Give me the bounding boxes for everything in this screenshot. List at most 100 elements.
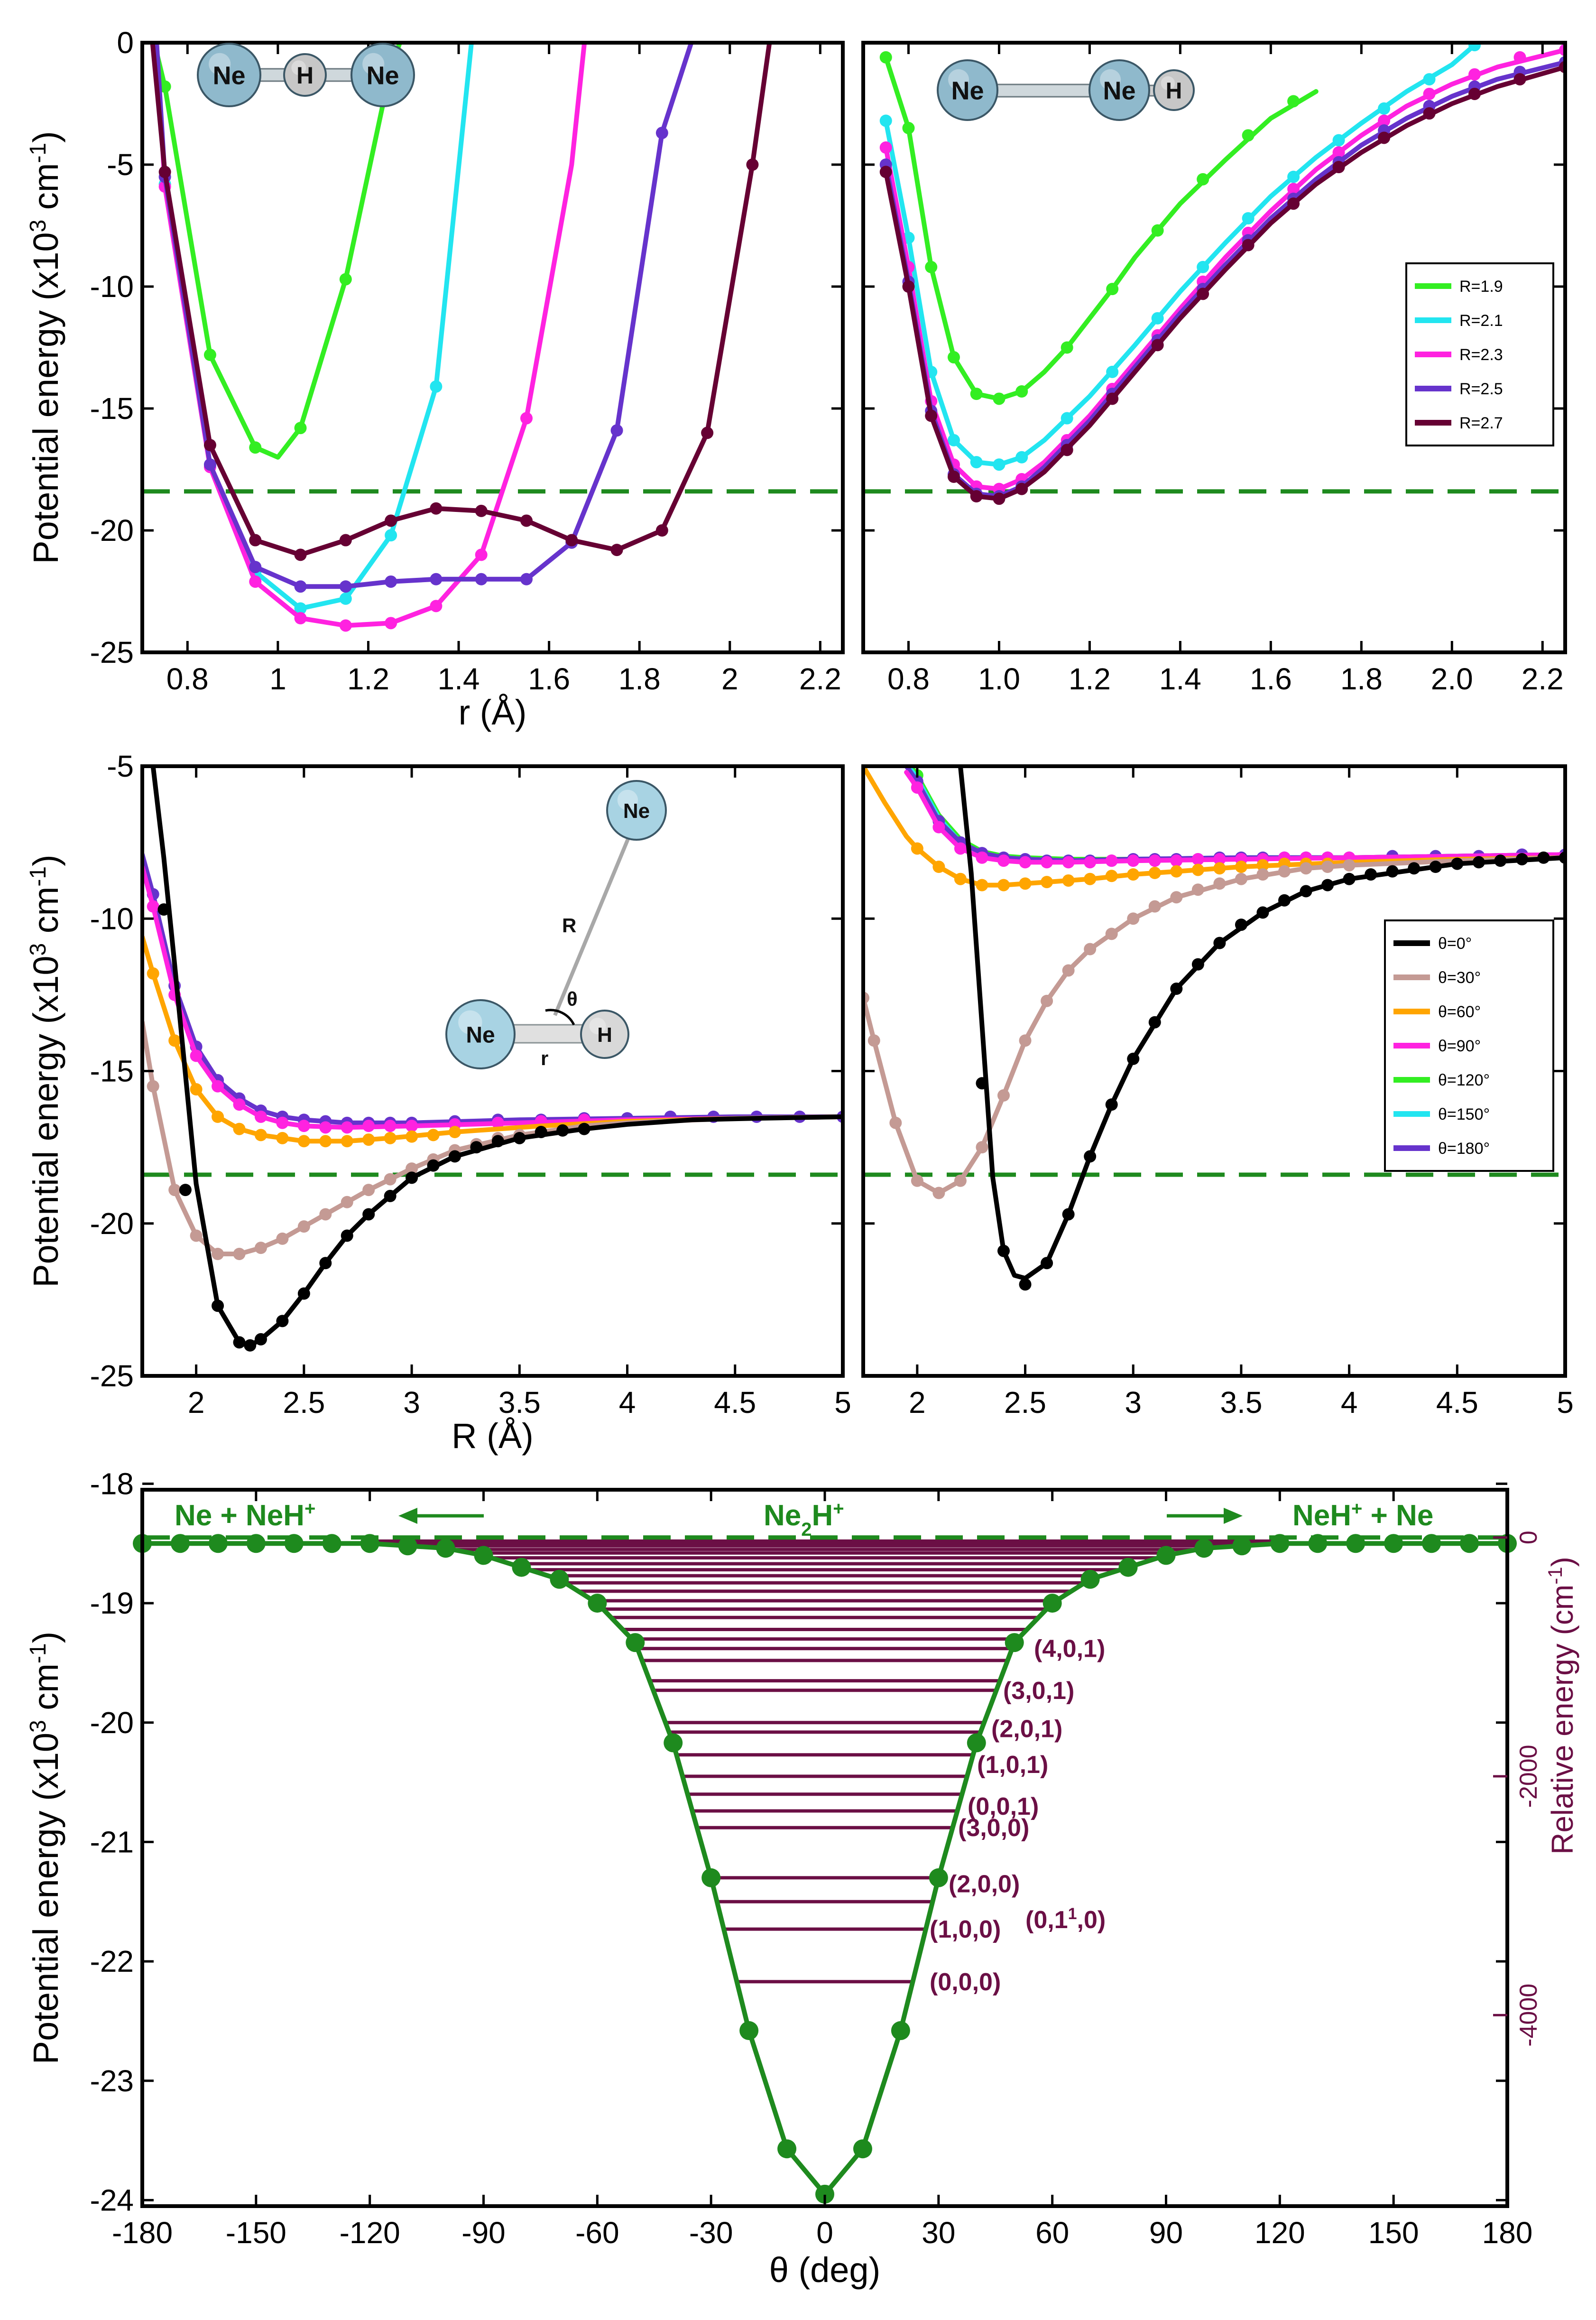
data-point bbox=[430, 573, 443, 585]
data-point bbox=[1346, 1534, 1365, 1553]
data-point bbox=[384, 1120, 397, 1132]
y-tick-label: 0 bbox=[117, 26, 134, 60]
data-point bbox=[1242, 239, 1255, 251]
data-point bbox=[1451, 857, 1464, 870]
data-point bbox=[1041, 876, 1053, 889]
data-point bbox=[339, 592, 352, 605]
data-point bbox=[947, 351, 960, 364]
data-point bbox=[297, 1135, 310, 1148]
data-point bbox=[297, 1120, 310, 1132]
data-point bbox=[588, 1594, 607, 1613]
data-point bbox=[993, 458, 1006, 471]
legend-label: R=2.7 bbox=[1459, 414, 1503, 432]
mol-atom-3-label: Ne bbox=[366, 61, 399, 90]
data-point bbox=[565, 534, 578, 547]
data-point bbox=[385, 529, 397, 542]
y-tick-label: -21 bbox=[90, 1825, 134, 1859]
data-point bbox=[276, 1315, 289, 1327]
x-tick-label: 3.5 bbox=[498, 1385, 541, 1420]
x-tick-label: 2.5 bbox=[1004, 1385, 1046, 1420]
data-point bbox=[475, 504, 488, 517]
data-point bbox=[1118, 1558, 1138, 1577]
data-point bbox=[190, 1229, 203, 1242]
data-point bbox=[1191, 883, 1204, 896]
data-point bbox=[1042, 1594, 1062, 1613]
data-point bbox=[362, 1133, 375, 1146]
mol-atom-2-label: H bbox=[597, 1023, 612, 1047]
x-tick-label: 90 bbox=[1149, 2216, 1183, 2250]
data-point bbox=[746, 158, 759, 171]
data-point bbox=[1061, 412, 1073, 425]
data-point bbox=[1308, 1534, 1328, 1553]
level-label: (1,0,1) bbox=[977, 1751, 1048, 1779]
data-point bbox=[664, 1733, 683, 1753]
data-point bbox=[1213, 937, 1226, 949]
data-point bbox=[1197, 173, 1209, 186]
data-point bbox=[1015, 385, 1028, 398]
data-point bbox=[932, 861, 945, 873]
data-point bbox=[475, 573, 488, 585]
data-point bbox=[360, 1534, 379, 1553]
data-point bbox=[1156, 1546, 1176, 1565]
data-point bbox=[578, 1123, 590, 1135]
data-point bbox=[1378, 102, 1391, 115]
mol-atom-2-label: H bbox=[296, 62, 314, 89]
mol-atom-3-atom bbox=[351, 43, 415, 107]
data-point bbox=[967, 1733, 986, 1753]
data-point bbox=[341, 1229, 353, 1242]
data-point bbox=[520, 412, 533, 425]
series-line-R=2.7 bbox=[150, 43, 772, 557]
data-point bbox=[362, 1208, 375, 1221]
x-tick-label: 1.6 bbox=[528, 662, 570, 696]
data-point bbox=[997, 854, 1010, 867]
data-point bbox=[1321, 861, 1334, 873]
data-point bbox=[1343, 859, 1356, 872]
data-point bbox=[208, 1534, 228, 1553]
x-tick-label: -150 bbox=[226, 2216, 286, 2250]
data-point bbox=[1235, 861, 1247, 873]
mol-atom-2-highlight bbox=[291, 60, 306, 75]
data-point bbox=[520, 573, 533, 585]
data-point bbox=[1062, 964, 1075, 977]
data-point bbox=[947, 434, 960, 446]
data-point bbox=[1386, 865, 1399, 878]
data-point bbox=[1287, 197, 1300, 210]
data-point bbox=[1062, 874, 1075, 887]
data-point bbox=[1468, 68, 1481, 81]
data-point bbox=[384, 1189, 397, 1202]
y-tick-label: -5 bbox=[107, 148, 134, 182]
data-point bbox=[1061, 444, 1073, 456]
x-tick-label: 1.4 bbox=[1159, 662, 1201, 696]
y-tick-label: -23 bbox=[90, 2064, 134, 2098]
data-point bbox=[170, 1534, 190, 1553]
y-tick-label: -15 bbox=[90, 391, 134, 426]
data-point bbox=[297, 1287, 310, 1300]
data-point bbox=[1256, 906, 1269, 919]
legend-label: θ=0° bbox=[1438, 935, 1472, 953]
arrow-right-head bbox=[1224, 1508, 1243, 1524]
data-point bbox=[294, 548, 307, 561]
data-point bbox=[655, 127, 668, 139]
data-point bbox=[853, 2139, 872, 2159]
data-point bbox=[254, 1110, 267, 1123]
x-tick-label: 2.0 bbox=[1431, 662, 1473, 696]
data-point bbox=[954, 842, 967, 855]
data-point bbox=[406, 1120, 418, 1132]
mol-atom-3-label: H bbox=[1166, 78, 1182, 103]
data-point bbox=[610, 424, 623, 437]
data-point bbox=[1460, 1534, 1479, 1553]
data-point bbox=[398, 1536, 417, 1556]
data-point bbox=[1080, 1569, 1100, 1589]
panel-R-angular-far: 2 2.5 3 3.5 4 4.5 5 θ=0°θ=30°θ=60°θ=90°θ=120°θ… bbox=[861, 764, 1574, 1420]
data-point bbox=[1332, 161, 1345, 174]
data-point bbox=[925, 409, 938, 422]
data-point bbox=[879, 166, 892, 178]
data-point bbox=[932, 1187, 945, 1199]
data-point bbox=[244, 1339, 257, 1352]
panel-theta-path: -180 -150 -120 -90 -60 -30 0 30 60 90 120 150 180-18… bbox=[26, 1466, 1580, 2290]
data-point bbox=[1494, 854, 1507, 867]
legend-theta: θ=0° θ=30° θ=60° θ=90° θ=120° θ=150° θ=180° bbox=[1384, 919, 1554, 1172]
data-point bbox=[1256, 859, 1269, 872]
data-point bbox=[954, 1174, 967, 1187]
data-point bbox=[475, 548, 488, 561]
